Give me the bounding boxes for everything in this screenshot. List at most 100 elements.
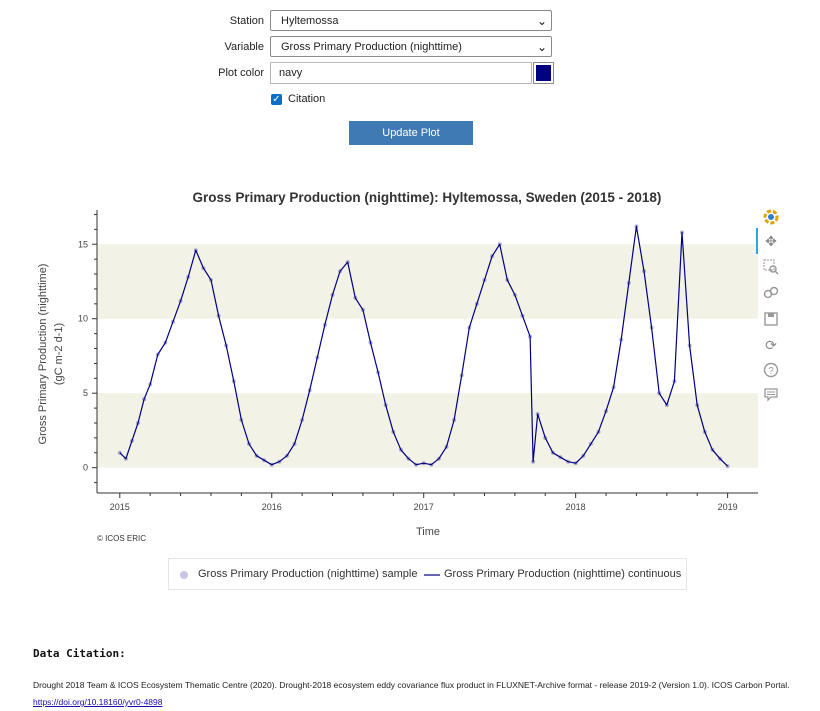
update-plot-button[interactable]: Update Plot bbox=[349, 121, 473, 145]
sample-point bbox=[482, 278, 487, 283]
citation-checkbox-label: Citation bbox=[288, 93, 326, 105]
sample-point bbox=[528, 334, 533, 339]
citation-doi-link[interactable]: https://doi.org/10.18160/yvr0-4898 bbox=[33, 697, 163, 707]
reset-icon[interactable]: ⟳ bbox=[765, 336, 777, 353]
citation-checkbox[interactable]: ✓ bbox=[271, 94, 282, 105]
sample-point bbox=[360, 307, 365, 312]
sample-point bbox=[163, 340, 168, 345]
variable-select-value: Gross Primary Production (nighttime) bbox=[281, 40, 462, 53]
sample-point bbox=[680, 230, 685, 235]
sample-point bbox=[345, 260, 350, 265]
sample-point bbox=[406, 456, 411, 461]
sample-point bbox=[193, 248, 198, 253]
chart-title: Gross Primary Production (nighttime): Hy… bbox=[193, 190, 662, 205]
citation-heading: Data Citation: bbox=[33, 647, 126, 660]
sample-point bbox=[619, 337, 624, 342]
sample-point bbox=[672, 379, 677, 384]
credit-text: © ICOS ERIC bbox=[97, 534, 146, 543]
sample-point bbox=[467, 325, 472, 330]
hover-icon[interactable] bbox=[760, 384, 782, 406]
sample-point bbox=[178, 298, 183, 303]
sample-point bbox=[558, 455, 563, 460]
sample-point bbox=[201, 266, 206, 271]
sample-point bbox=[634, 224, 639, 229]
x-tick-label-2015: 2015 bbox=[110, 502, 130, 512]
sample-point bbox=[512, 292, 517, 297]
sample-point bbox=[398, 447, 403, 452]
sample-point bbox=[254, 453, 259, 458]
station-select-value: Hyltemossa bbox=[281, 14, 339, 27]
x-tick-label-2016: 2016 bbox=[262, 502, 282, 512]
y-tick-label-10: 10 bbox=[78, 314, 88, 324]
sample-point bbox=[300, 418, 305, 423]
chevron-down-icon: ⌄ bbox=[536, 13, 548, 28]
sample-point bbox=[315, 355, 320, 360]
x-tick-label-2017: 2017 bbox=[414, 502, 434, 512]
variable-select[interactable]: Gross Primary Production (nighttime) ⌄ bbox=[270, 36, 552, 57]
svg-text:?: ? bbox=[768, 366, 774, 377]
sample-point bbox=[604, 409, 609, 414]
sample-point bbox=[543, 435, 548, 440]
help-icon[interactable]: ? bbox=[760, 359, 782, 381]
series-line-continuous bbox=[119, 225, 729, 467]
sample-point bbox=[148, 382, 153, 387]
chart-legend: Gross Primary Production (nighttime) sam… bbox=[168, 558, 687, 590]
y-tick-label-15: 15 bbox=[78, 239, 88, 249]
sample-point bbox=[136, 420, 141, 425]
sample-point bbox=[307, 388, 312, 393]
sample-point bbox=[269, 462, 274, 467]
bokeh-logo-icon[interactable] bbox=[760, 206, 782, 228]
station-select[interactable]: Hyltemossa ⌄ bbox=[270, 10, 552, 31]
sample-point bbox=[142, 397, 147, 402]
sample-point bbox=[208, 278, 213, 283]
sample-point bbox=[338, 269, 343, 274]
sample-point bbox=[566, 459, 571, 464]
legend-continuous-marker bbox=[424, 574, 440, 576]
sample-point bbox=[657, 391, 662, 396]
sample-point bbox=[376, 370, 381, 375]
sample-point bbox=[216, 313, 221, 318]
sample-point bbox=[391, 429, 396, 434]
sample-point bbox=[452, 418, 457, 423]
sample-point bbox=[710, 447, 715, 452]
plot-area[interactable] bbox=[117, 224, 730, 469]
sample-point bbox=[497, 242, 502, 247]
sample-point bbox=[718, 456, 723, 461]
x-axis-ticks: 2015 2016 2017 2018 2019 bbox=[110, 493, 738, 512]
sample-point bbox=[231, 379, 236, 384]
sample-point bbox=[535, 412, 540, 417]
sample-point bbox=[322, 322, 327, 327]
sample-point bbox=[664, 403, 669, 408]
y-band-1 bbox=[97, 244, 758, 319]
sample-point bbox=[292, 441, 297, 446]
box-zoom-icon[interactable] bbox=[760, 256, 782, 278]
sample-point bbox=[353, 295, 358, 300]
sample-point bbox=[277, 459, 282, 464]
sample-point bbox=[239, 418, 244, 423]
sample-point bbox=[246, 441, 251, 446]
save-icon[interactable] bbox=[760, 308, 782, 330]
legend-sample-label[interactable]: Gross Primary Production (nighttime) sam… bbox=[198, 568, 418, 580]
axes bbox=[96, 210, 758, 494]
y-bands bbox=[97, 244, 758, 468]
sample-point bbox=[611, 385, 616, 390]
wheel-zoom-icon[interactable] bbox=[760, 282, 782, 304]
sample-point bbox=[186, 275, 191, 280]
sample-point bbox=[649, 325, 654, 330]
plot-color-label: Plot color bbox=[218, 67, 264, 79]
y-band-0 bbox=[97, 393, 758, 468]
plot-color-input[interactable]: navy bbox=[270, 62, 532, 84]
sample-point bbox=[550, 450, 555, 455]
sample-point bbox=[429, 462, 434, 467]
y-axis-label-line2: (gC m-2 d-1) bbox=[53, 323, 65, 385]
sample-point bbox=[626, 280, 631, 285]
sample-point bbox=[459, 373, 464, 378]
legend-continuous-label[interactable]: Gross Primary Production (nighttime) con… bbox=[444, 568, 682, 580]
sample-point bbox=[444, 444, 449, 449]
sample-point bbox=[702, 429, 707, 434]
x-tick-label-2019: 2019 bbox=[718, 502, 738, 512]
pan-icon[interactable]: ✥ bbox=[765, 232, 777, 249]
sample-point bbox=[573, 461, 578, 466]
color-picker-button[interactable] bbox=[533, 62, 554, 84]
x-axis-label: Time bbox=[416, 526, 440, 538]
